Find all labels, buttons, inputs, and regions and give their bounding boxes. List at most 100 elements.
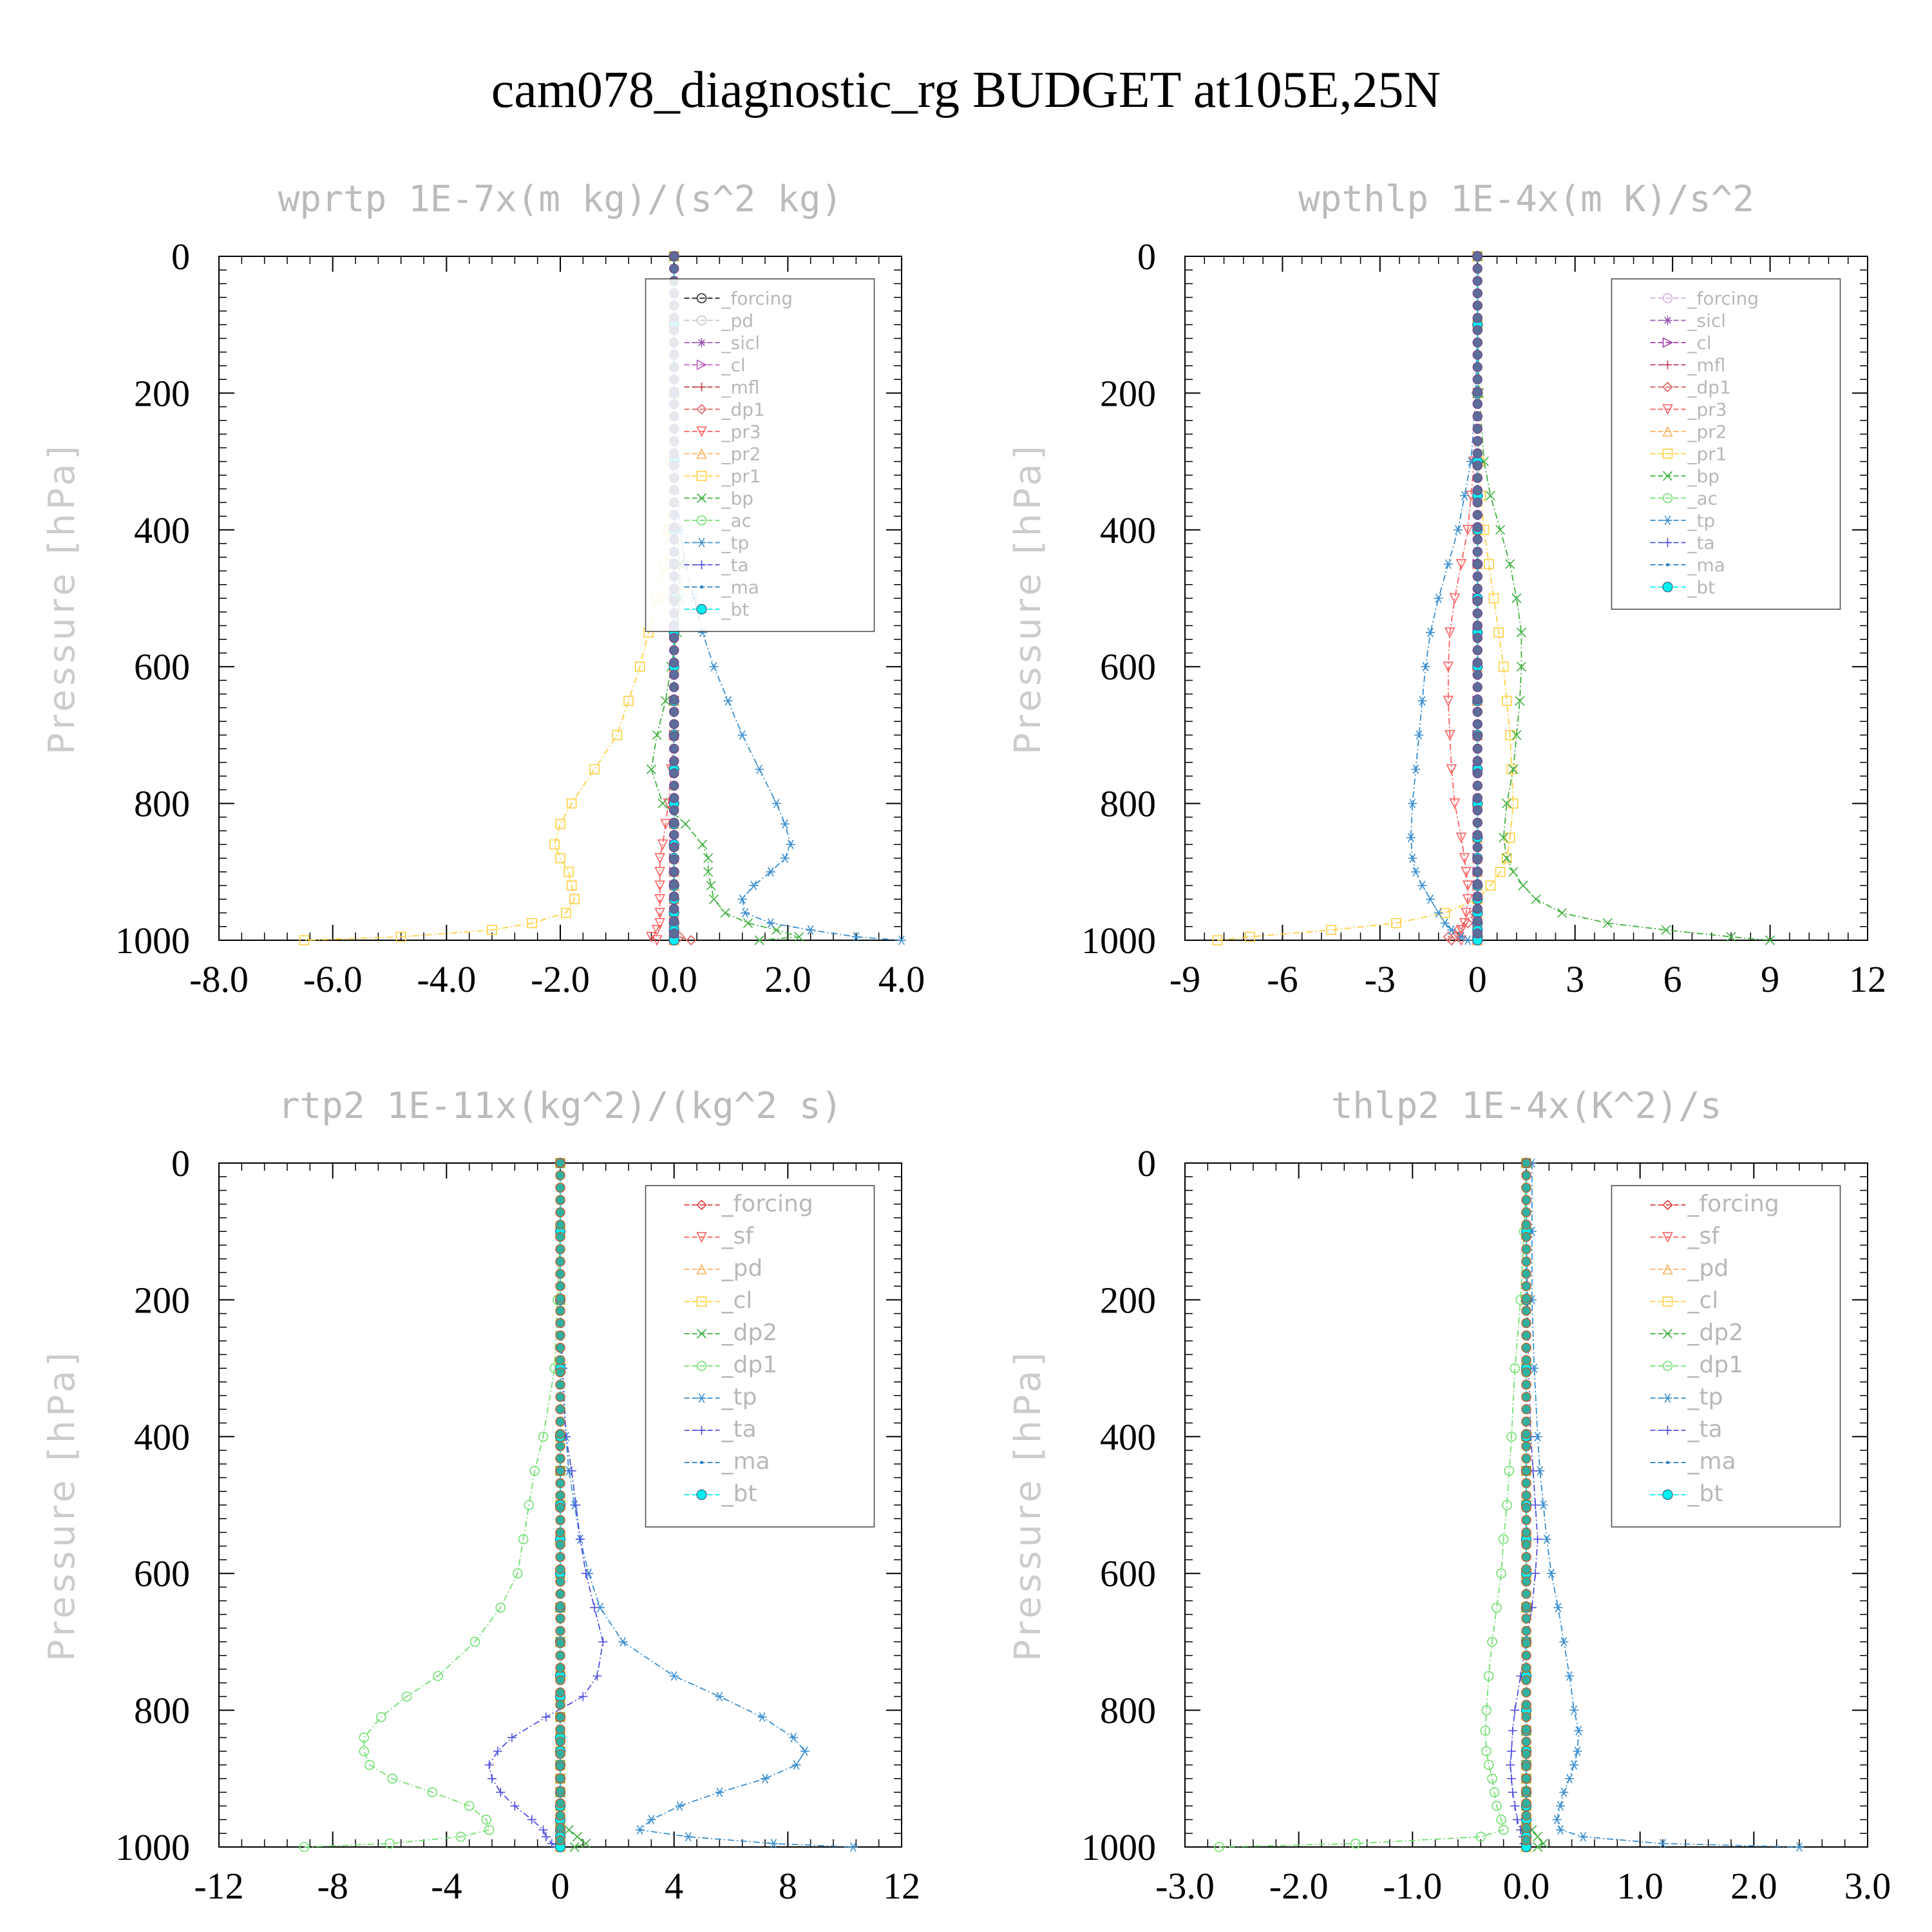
zero-line-marker — [1521, 1269, 1531, 1279]
data-point-tp — [789, 1732, 799, 1743]
zero-line-marker — [1472, 509, 1483, 520]
data-point-dp2 — [572, 1832, 583, 1842]
legend-box — [645, 1185, 875, 1528]
zero-line-marker — [555, 1219, 565, 1230]
zero-line-marker — [555, 1231, 565, 1242]
data-point-tp — [737, 894, 747, 904]
data-point-dp1 — [1496, 1814, 1506, 1825]
data-point-dp1 — [1350, 1838, 1361, 1849]
legend-marker — [696, 359, 708, 370]
data-point-pr1 — [299, 935, 310, 945]
legend-label: _forcing — [1687, 288, 1759, 309]
data-point-tp — [1542, 1534, 1551, 1544]
series-line-pr3 — [1447, 256, 1479, 941]
data-point-ta — [496, 1788, 506, 1797]
zero-line-marker — [1472, 842, 1483, 853]
zero-line-marker — [555, 1269, 565, 1279]
data-point-tp — [1569, 1760, 1579, 1770]
legend-label: _pd — [721, 310, 754, 332]
data-point-tp — [1546, 1568, 1556, 1578]
zero-line-marker — [555, 1761, 565, 1772]
zero-line-marker — [668, 805, 679, 815]
data-point-tp — [709, 661, 719, 672]
series-line-pr1 — [304, 256, 675, 941]
y-tick-label: 800 — [134, 1690, 190, 1732]
zero-line-marker — [1521, 1613, 1531, 1624]
zero-line-marker — [668, 842, 679, 853]
zero-line-marker — [555, 1835, 565, 1846]
data-point-tp — [755, 764, 764, 774]
legend-label: _forcing — [721, 1191, 813, 1217]
zero-line-marker — [1472, 928, 1483, 939]
data-point-tp — [1574, 1726, 1584, 1736]
legend-marker — [696, 471, 707, 481]
legend-label: _pr2 — [1687, 421, 1727, 442]
zero-line-marker — [555, 1663, 565, 1673]
zero-line-marker — [1472, 312, 1483, 323]
data-point-bp — [703, 853, 714, 864]
data-point-pr3 — [1455, 559, 1467, 570]
data-point-pr3 — [654, 894, 665, 905]
zero-line-marker — [555, 1774, 565, 1784]
legend-marker — [1662, 471, 1673, 481]
data-point-tp — [1556, 1825, 1565, 1835]
y-axis-label: Pressure [hPa] — [41, 442, 83, 755]
data-point-tp — [1454, 525, 1463, 535]
zero-line-marker — [555, 1195, 565, 1206]
legend-marker — [1662, 1329, 1673, 1339]
zero-line-marker — [1472, 435, 1483, 446]
legend-marker — [696, 404, 707, 415]
data-point-pr1 — [1245, 931, 1255, 942]
data-point-dp1 — [512, 1568, 523, 1578]
zero-line-marker — [1472, 559, 1483, 569]
zero-line-marker — [555, 1650, 565, 1661]
zero-line-marker — [1521, 1416, 1531, 1427]
chart-panel-1: wprtp 1E-7x(m kg)/(s^2 kg) Pressure [hPa]… — [41, 178, 925, 1000]
zero-line-marker — [1472, 337, 1483, 348]
zero-line-marker — [555, 1786, 565, 1796]
y-tick-label: 1000 — [115, 920, 190, 961]
legend-box — [1611, 278, 1841, 610]
zero-line-marker — [555, 1416, 565, 1427]
zero-line-marker — [1521, 1551, 1531, 1562]
data-point-dp2 — [569, 1842, 580, 1852]
data-point-dp2 — [581, 1839, 591, 1849]
zero-line-marker — [555, 1158, 565, 1168]
data-point-bp — [1516, 661, 1526, 672]
zero-line-marker — [1521, 1182, 1531, 1193]
series-line-ta — [1510, 1163, 1539, 1848]
x-tick-label: 0 — [1468, 958, 1487, 1000]
data-point-ta — [592, 1671, 602, 1681]
legend-marker — [696, 515, 707, 526]
data-point-ta — [527, 1815, 536, 1824]
data-point-pr1 — [1498, 661, 1509, 672]
legend-label: _mfl — [1687, 355, 1726, 376]
zero-line-marker — [1472, 300, 1483, 311]
data-point-pr1 — [1488, 593, 1499, 603]
zero-line-marker — [555, 1675, 565, 1685]
zero-line-marker — [1521, 1195, 1531, 1206]
data-point-dp1 — [484, 1824, 495, 1835]
data-point-dp1 — [1483, 1671, 1494, 1681]
data-point-tp — [1552, 1815, 1562, 1824]
x-tick-label: 2.0 — [764, 958, 811, 1000]
data-point-bp — [720, 907, 730, 918]
data-point-pr1 — [1493, 627, 1504, 638]
data-point-tp — [737, 730, 747, 740]
data-point-ta — [1510, 1705, 1520, 1715]
data-point-tp — [683, 1832, 693, 1842]
legend-marker — [696, 1199, 707, 1211]
legend-label: _ta — [721, 554, 749, 576]
zero-line-marker — [555, 1367, 565, 1378]
data-point-ta — [581, 1569, 591, 1578]
zero-line-marker — [1521, 1761, 1531, 1772]
data-point-pr3 — [1449, 593, 1461, 604]
data-point-dp1 — [1483, 1759, 1494, 1770]
zero-line-marker — [555, 1589, 565, 1599]
data-point-dp1 — [1498, 1534, 1509, 1544]
data-point-pr3 — [1443, 696, 1454, 707]
zero-line-marker — [1472, 411, 1483, 422]
legend-marker — [1662, 493, 1673, 504]
data-point-tp — [675, 1801, 685, 1811]
zero-line-marker — [555, 1712, 565, 1722]
